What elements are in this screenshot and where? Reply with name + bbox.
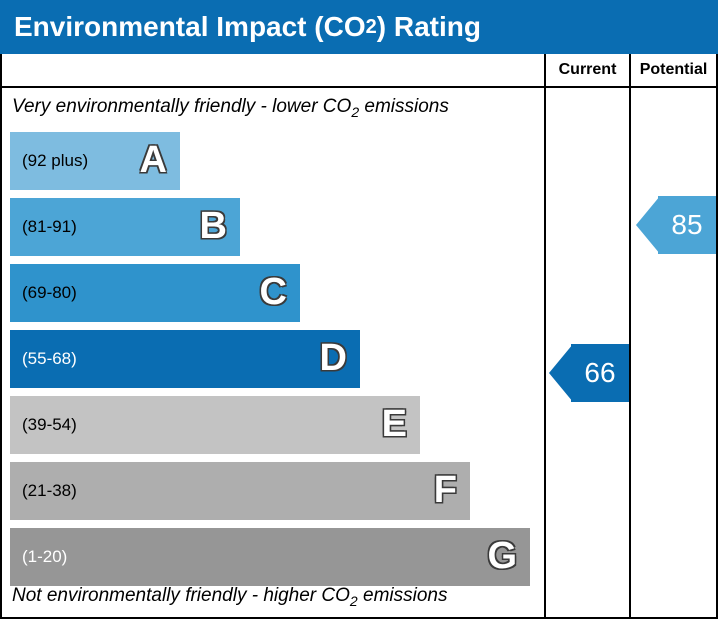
band-letter: A bbox=[140, 139, 168, 182]
header-potential: Potential bbox=[631, 54, 716, 86]
potential-value: 85 bbox=[671, 209, 702, 241]
band-letter: F bbox=[434, 469, 458, 512]
band-letter: G bbox=[487, 535, 518, 578]
band-f: (21-38) F bbox=[10, 462, 544, 520]
band-bar: (39-54) E bbox=[10, 396, 420, 454]
band-range: (39-54) bbox=[22, 415, 77, 435]
band-range: (69-80) bbox=[22, 283, 77, 303]
band-letter: D bbox=[320, 337, 348, 380]
caption-top: Very environmentally friendly - lower CO… bbox=[2, 92, 544, 124]
arrow-icon: 85 bbox=[636, 196, 716, 254]
band-c: (69-80) C bbox=[10, 264, 544, 322]
title-sub: 2 bbox=[366, 16, 377, 39]
band-range: (81-91) bbox=[22, 217, 77, 237]
bands-host: (92 plus) A (81-91) B (69-80) C (55-68) D (39-54… bbox=[2, 132, 544, 586]
chart-body: Current Potential Very environmentally f… bbox=[0, 54, 718, 619]
arrow-tip bbox=[636, 196, 660, 254]
band-bar: (21-38) F bbox=[10, 462, 470, 520]
band-d: (55-68) D bbox=[10, 330, 544, 388]
bars-column: Very environmentally friendly - lower CO… bbox=[2, 88, 546, 617]
band-b: (81-91) B bbox=[10, 198, 544, 256]
band-g: (1-20) G bbox=[10, 528, 544, 586]
title-prefix: Environmental Impact (CO bbox=[14, 11, 366, 43]
arrow-tip bbox=[549, 344, 573, 402]
band-bar: (69-80) C bbox=[10, 264, 300, 322]
band-bar: (1-20) G bbox=[10, 528, 530, 586]
title-suffix: ) Rating bbox=[377, 11, 481, 43]
band-range: (55-68) bbox=[22, 349, 77, 369]
current-value: 66 bbox=[584, 357, 615, 389]
band-bar: (55-68) D bbox=[10, 330, 360, 388]
band-range: (1-20) bbox=[22, 547, 67, 567]
caption-top-prefix: Very environmentally friendly - lower CO bbox=[12, 96, 351, 117]
arrow-body: 66 bbox=[571, 344, 629, 402]
band-range: (21-38) bbox=[22, 481, 77, 501]
caption-bottom-suffix: emissions bbox=[358, 585, 448, 606]
arrow-body: 85 bbox=[658, 196, 716, 254]
band-bar: (81-91) B bbox=[10, 198, 240, 256]
current-marker: 66 bbox=[549, 344, 629, 402]
eir-chart: Environmental Impact (CO2) Rating Curren… bbox=[0, 0, 718, 619]
potential-column: 85 bbox=[631, 88, 716, 617]
band-letter: E bbox=[382, 403, 408, 446]
chart-title: Environmental Impact (CO2) Rating bbox=[0, 0, 718, 54]
caption-bottom: Not environmentally friendly - higher CO… bbox=[2, 581, 457, 613]
band-bar: (92 plus) A bbox=[10, 132, 180, 190]
arrow-icon: 66 bbox=[549, 344, 629, 402]
caption-top-suffix: emissions bbox=[359, 96, 449, 117]
caption-bottom-sub: 2 bbox=[350, 593, 358, 609]
band-e: (39-54) E bbox=[10, 396, 544, 454]
band-a: (92 plus) A bbox=[10, 132, 544, 190]
body-row: Very environmentally friendly - lower CO… bbox=[2, 88, 716, 617]
header-row: Current Potential bbox=[2, 54, 716, 88]
band-letter: B bbox=[200, 205, 228, 248]
band-letter: C bbox=[260, 271, 288, 314]
header-current: Current bbox=[546, 54, 631, 86]
current-column: 66 bbox=[546, 88, 631, 617]
potential-marker: 85 bbox=[636, 196, 716, 254]
caption-bottom-prefix: Not environmentally friendly - higher CO bbox=[12, 585, 350, 606]
band-range: (92 plus) bbox=[22, 151, 88, 171]
caption-top-sub: 2 bbox=[351, 104, 359, 120]
header-spacer bbox=[2, 54, 546, 86]
